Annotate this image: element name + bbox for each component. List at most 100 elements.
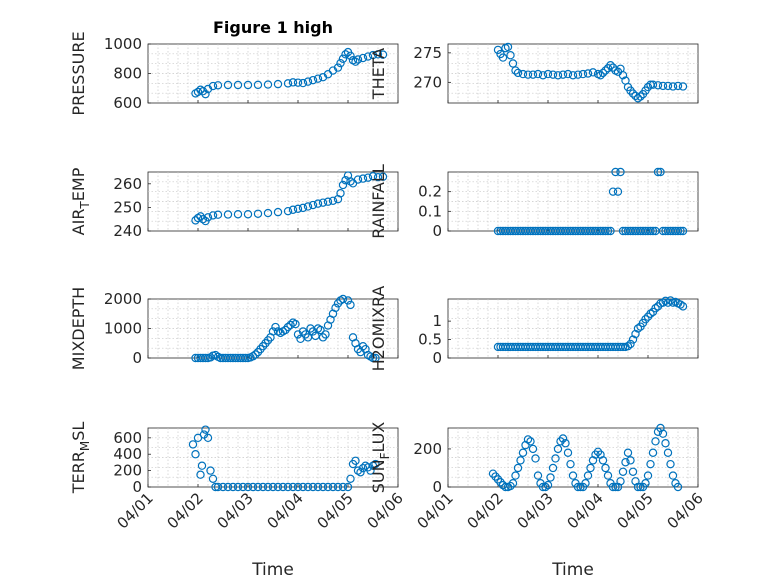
panel-mixdepth: 0 1000 2000 MIXDEPTH [69, 287, 399, 370]
data-point [643, 82, 653, 92]
data-point [578, 69, 588, 79]
data-point [303, 77, 313, 86]
x-tick-label: 04/03 [214, 489, 257, 532]
data-point [533, 471, 543, 480]
data-point [678, 82, 688, 91]
data-point [193, 213, 203, 223]
data-point [358, 53, 368, 63]
data-point [551, 454, 560, 463]
data-point [343, 482, 353, 492]
data-point [648, 226, 658, 236]
data-point [628, 335, 638, 344]
data-point [223, 210, 233, 219]
data-point [308, 482, 318, 492]
data-point [646, 459, 655, 469]
data-point [338, 54, 348, 63]
data-point [321, 330, 330, 339]
y-tick-label: 1 [432, 312, 442, 330]
data-point [251, 350, 260, 359]
data-point [501, 482, 510, 492]
data-point [583, 471, 593, 480]
data-point [253, 80, 263, 90]
y-tick-label: 600 [113, 429, 142, 447]
data-point [573, 70, 583, 79]
data-point [331, 303, 340, 313]
data-point [563, 69, 573, 79]
data-point [341, 176, 350, 185]
data-point [628, 89, 638, 98]
data-point [368, 353, 378, 363]
data-point [263, 482, 273, 492]
data-point [198, 214, 208, 224]
data-point [648, 80, 658, 89]
data-point [508, 59, 518, 68]
data-point [303, 482, 313, 492]
data-point [288, 205, 298, 214]
data-point [318, 198, 328, 207]
data-point [641, 478, 650, 488]
data-point [603, 226, 613, 236]
data-point [518, 448, 528, 457]
y-axis-label: RAINFALL [369, 164, 388, 239]
data-point [633, 482, 643, 492]
data-point [636, 92, 645, 101]
data-point [496, 478, 505, 487]
data-point [323, 197, 333, 206]
data-point [513, 68, 523, 78]
data-point [626, 339, 635, 349]
data-point [193, 87, 203, 97]
data-point [373, 50, 383, 59]
data-point [586, 463, 595, 473]
y-tick-label: 270 [413, 73, 442, 91]
data-point [303, 202, 313, 211]
panel-air_temp: 240 250 260 AIRTEMP [69, 167, 399, 240]
data-point [358, 174, 368, 183]
data-point [563, 448, 573, 457]
data-point [556, 437, 565, 446]
data-point [308, 75, 318, 85]
data-point [371, 459, 380, 469]
data-point [566, 459, 575, 469]
figure-title: Figure 1 high [213, 18, 333, 37]
data-point [498, 53, 508, 62]
data-point [197, 461, 207, 470]
data-point [656, 167, 665, 177]
data-point [616, 167, 625, 177]
x-tick-label: 04/06 [664, 489, 707, 532]
y-axis-label: PRESSURE [69, 31, 88, 115]
data-point [661, 296, 670, 306]
data-point [508, 478, 518, 488]
data-point [523, 435, 533, 444]
data-point [208, 81, 218, 91]
data-point [511, 471, 520, 480]
data-point [541, 482, 550, 492]
data-point [223, 80, 233, 90]
data-point [616, 477, 625, 486]
data-point [283, 322, 293, 332]
data-point [593, 447, 603, 456]
data-point [678, 302, 688, 311]
data-point [538, 482, 548, 492]
data-point [663, 448, 673, 457]
data-point [338, 482, 348, 492]
data-point [651, 304, 660, 313]
data-point [351, 456, 360, 465]
data-point [666, 459, 675, 469]
data-point [643, 471, 653, 480]
data-point [603, 471, 613, 480]
data-point [241, 353, 250, 363]
y-axis-label: MIXDEPTH [69, 287, 88, 370]
panel-h2omixra: 00.51 H2OMIXRA [369, 286, 699, 371]
data-point [651, 437, 660, 446]
y-tick-label: 600 [113, 94, 142, 112]
data-point [243, 482, 253, 492]
data-point [601, 66, 610, 75]
data-point [663, 81, 673, 91]
y-tick-label: 0 [432, 222, 442, 240]
data-point [601, 463, 610, 473]
axes-background [147, 427, 399, 488]
y-tick-label: 0 [432, 349, 442, 367]
data-point [528, 444, 538, 454]
